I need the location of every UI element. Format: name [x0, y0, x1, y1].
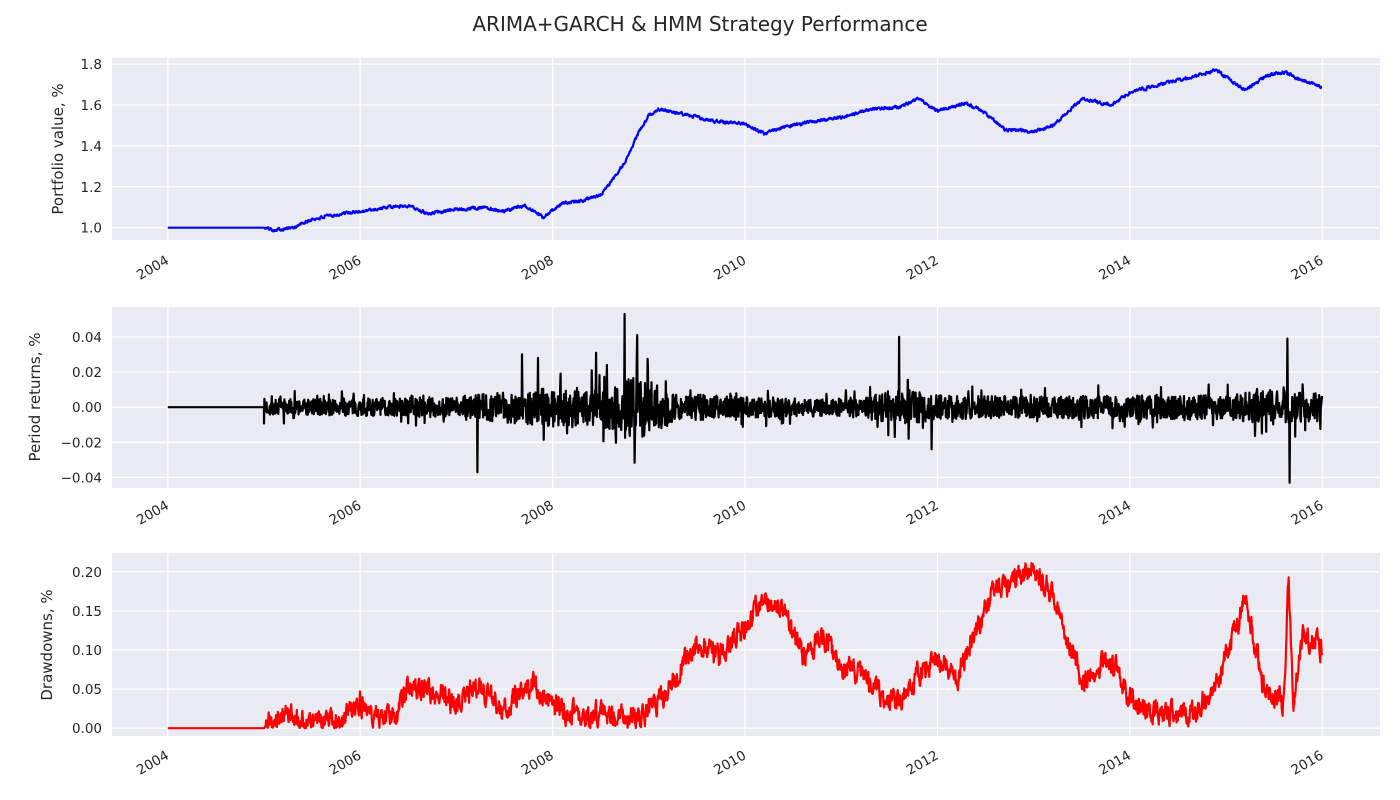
portfolio-value-y-tick-label: 1.8	[81, 57, 102, 73]
drawdowns-line	[167, 562, 1324, 730]
period-returns-ylabel: Period returns, %	[26, 332, 44, 461]
drawdowns-plot-area	[112, 553, 1380, 736]
portfolio-value-y-tick-label: 1.2	[81, 180, 102, 196]
portfolio-value-y-tick-label: 1.6	[81, 98, 102, 114]
period-returns-y-tick-label: −0.04	[61, 470, 102, 486]
drawdowns-y-tick-label: 0.20	[72, 565, 102, 581]
portfolio-value-y-tick-label: 1.4	[81, 139, 102, 155]
portfolio-value-line	[167, 68, 1323, 233]
period-returns-y-tick-label: 0.02	[72, 365, 102, 381]
portfolio-value-y-ticks: 1.0 1.2 1.4 1.6 1.8	[81, 57, 102, 237]
portfolio-value-series	[167, 68, 1323, 233]
drawdowns-y-tick-label: 0.10	[72, 643, 102, 659]
drawdowns-y-tick-label: 0.05	[72, 682, 102, 698]
period-returns-y-ticks: −0.04 −0.02 0.00 0.02 0.04	[61, 330, 102, 487]
portfolio-value-panel: 1.01.21.41.61.8 2004 2006 2008 2010 2012 2014…	[49, 57, 1380, 284]
portfolio-value-ylabel: Portfolio value, %	[49, 83, 67, 214]
drawdowns-series	[167, 562, 1324, 730]
drawdowns-ylabel: Drawdowns, %	[38, 589, 56, 700]
period-returns-line	[167, 312, 1324, 484]
portfolio-value-y-tick-label: 1.0	[81, 221, 102, 237]
figure-title: ARIMA+GARCH & HMM Strategy Performance	[472, 12, 927, 36]
drawdowns-grid	[112, 553, 1380, 736]
period-returns-y-tick-label: 0.04	[72, 330, 102, 346]
period-returns-y-tick-label: −0.02	[61, 435, 102, 451]
portfolio-value-grid	[112, 58, 1380, 240]
period-returns-series	[167, 312, 1324, 484]
period-returns-grid	[112, 307, 1380, 488]
period-returns-y-tick-label: 0.00	[72, 400, 102, 416]
drawdowns-y-tick-label: 0.15	[72, 604, 102, 620]
drawdowns-y-ticks: 0.00 0.05 0.10 0.15 0.20	[72, 565, 102, 737]
drawdowns-y-tick-label: 0.00	[72, 721, 102, 737]
portfolio-value-plot-area	[112, 58, 1380, 240]
